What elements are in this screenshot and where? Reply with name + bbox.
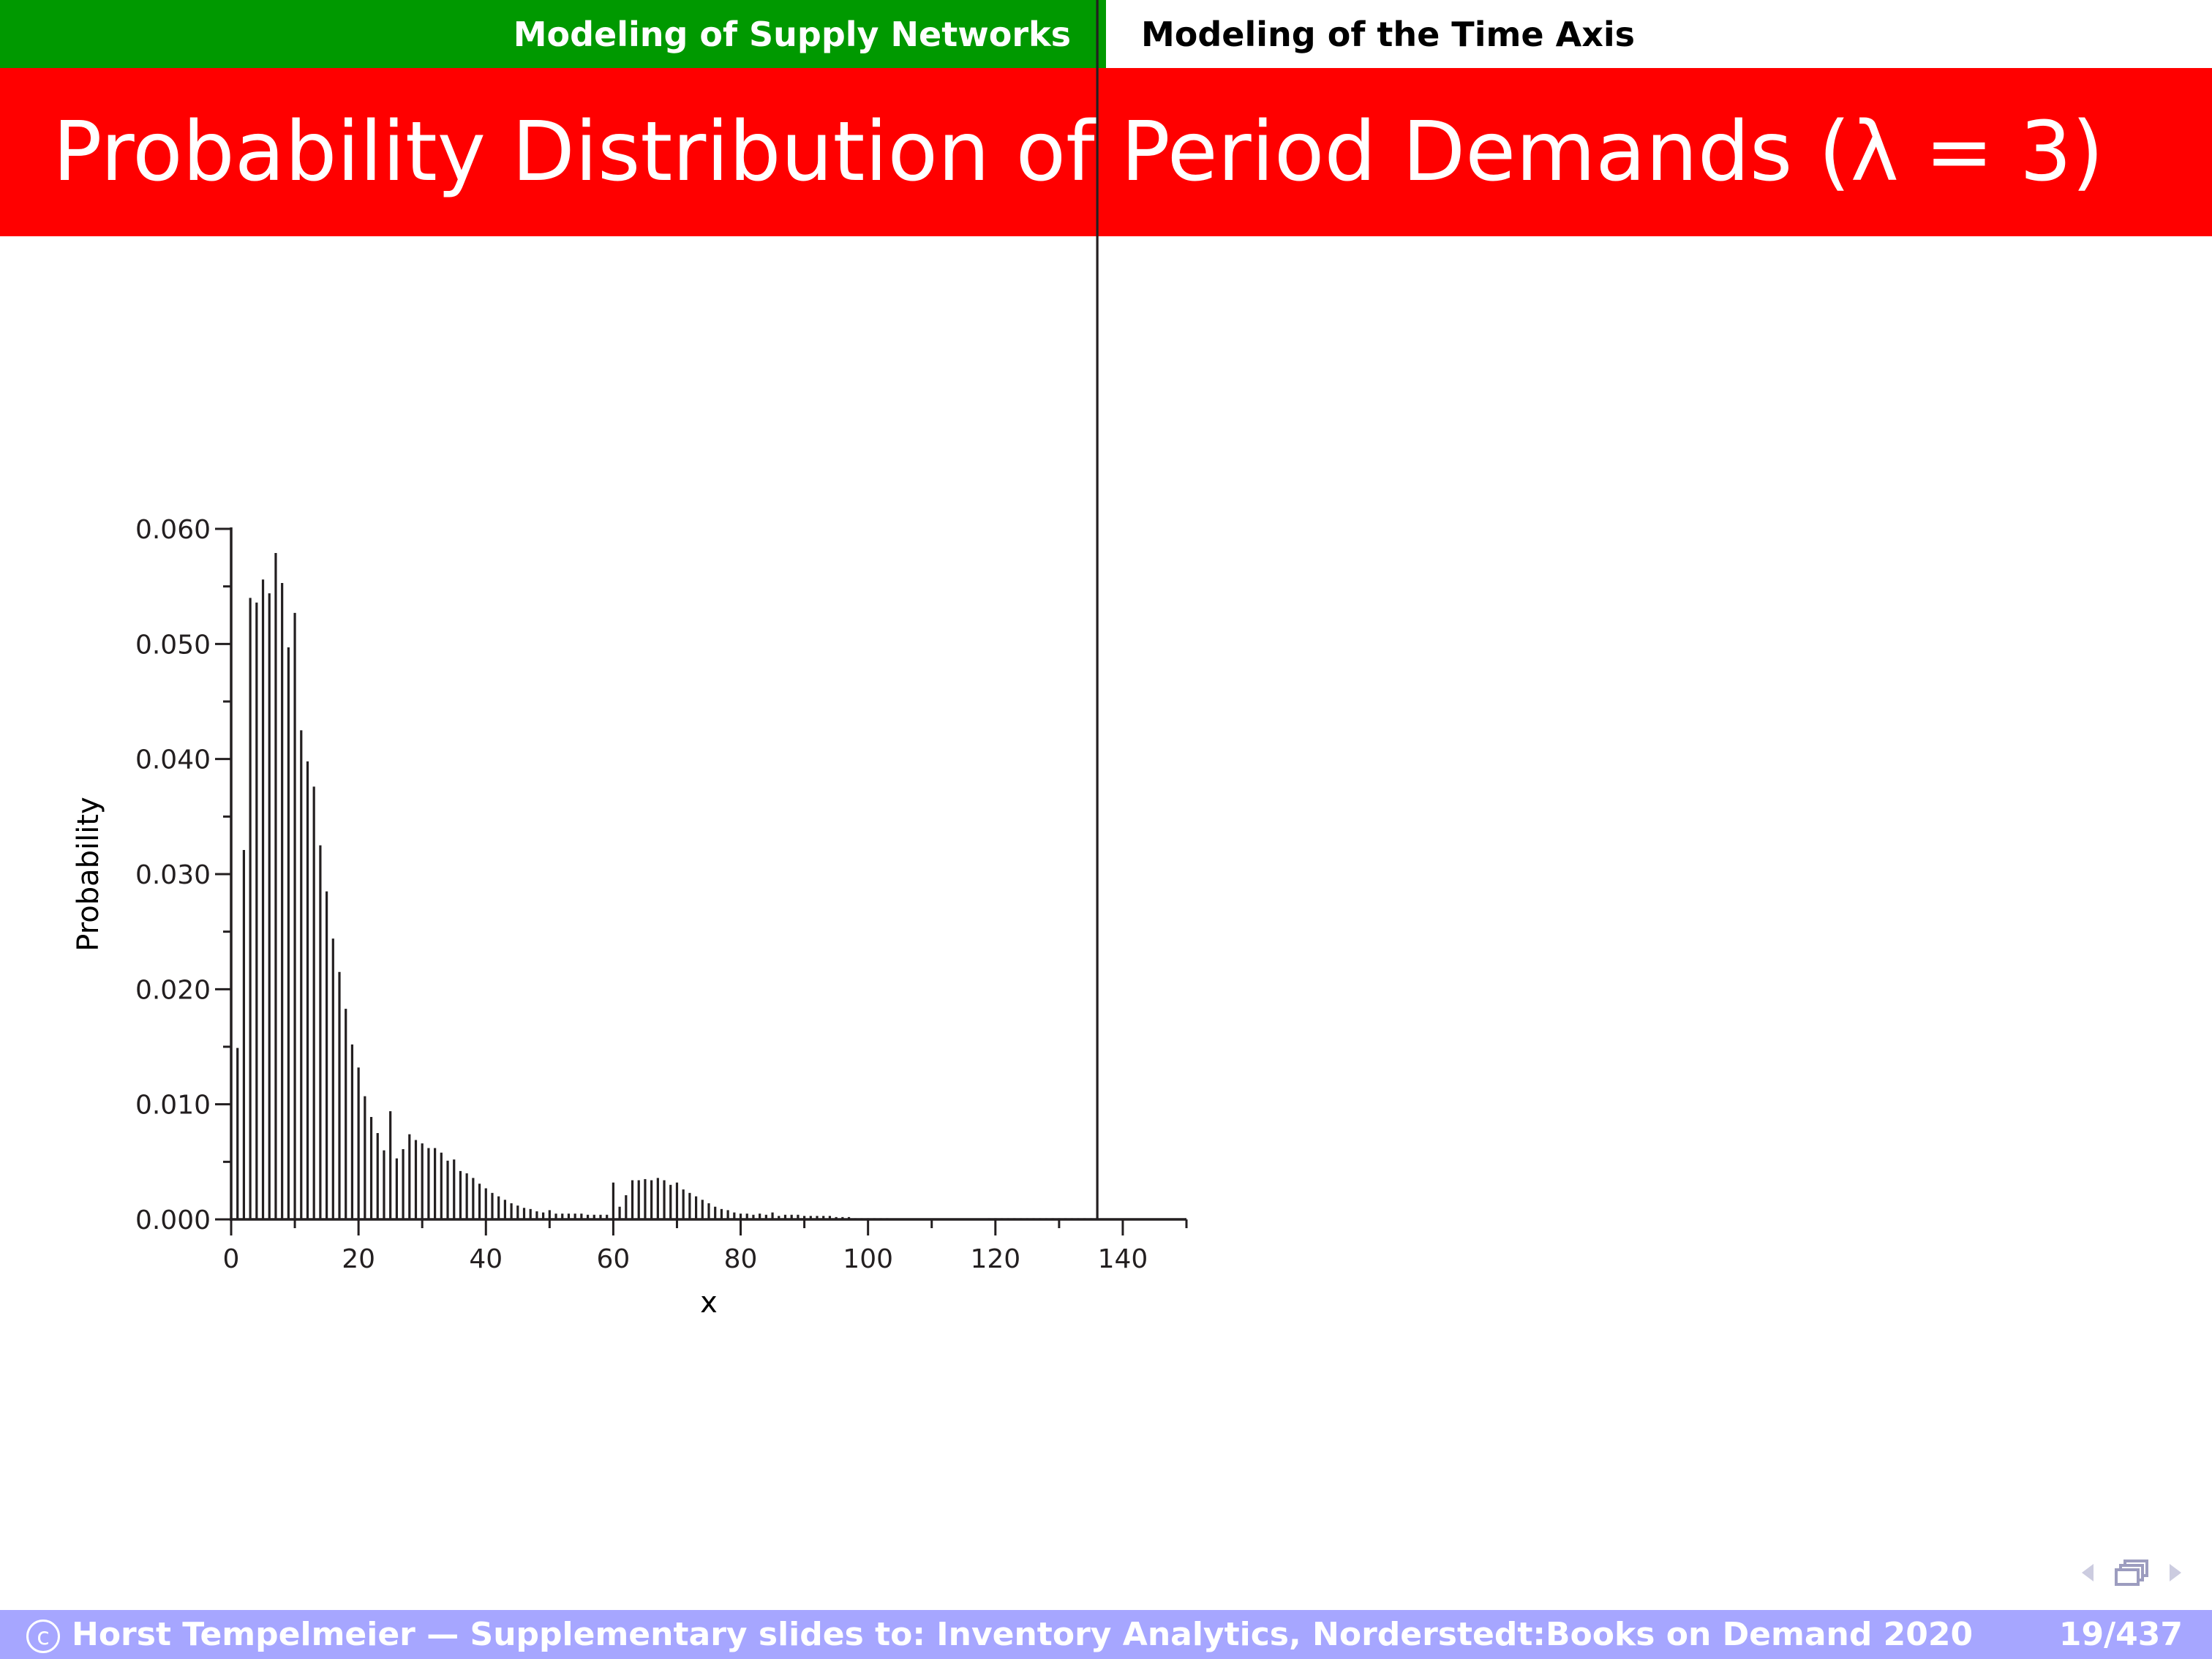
x-tick-label: 20 [342, 1244, 375, 1274]
x-tick-label: 40 [469, 1244, 503, 1274]
x-tick-label: 100 [843, 1244, 893, 1274]
frame-navigation-icon[interactable] [2114, 1560, 2149, 1586]
x-tick-label: 120 [970, 1244, 1020, 1274]
axes-group: 0.000 0.010 0.020 0.030 0.040 0.050 0.060 0 20 40… [135, 515, 1188, 1274]
x-tick-label: 140 [1098, 1244, 1148, 1274]
x-tick-label: 0 [223, 1244, 240, 1274]
y-tick-label: 0.050 [135, 630, 211, 660]
section-navigation: Modeling of Supply Networks Modeling of … [0, 0, 2212, 68]
y-axis-label: Probability [72, 797, 105, 951]
y-tick-label: 0.030 [135, 860, 211, 890]
x-tick-label: 80 [724, 1244, 758, 1274]
footer-credit: c Horst Tempelmeier — Supplementary slide… [26, 1616, 1973, 1653]
next-arrow-icon[interactable] [2168, 1562, 2183, 1583]
slide-title-bar: Probability Distribution of Period Deman… [0, 68, 2212, 236]
footer-text: Horst Tempelmeier — Supplementary slides… [72, 1616, 1974, 1653]
y-tick-label: 0.000 [135, 1205, 211, 1235]
y-tick-label: 0.060 [135, 515, 211, 545]
copyright-icon: c [26, 1620, 60, 1653]
bars-group [236, 0, 1099, 1219]
nav-section-current[interactable]: Modeling of Supply Networks [0, 0, 1106, 68]
nav-subsection-current[interactable]: Modeling of the Time Axis [1106, 0, 2212, 68]
x-tick-label: 60 [596, 1244, 630, 1274]
page-number: 19/437 [2058, 1616, 2183, 1653]
slide-footer: c Horst Tempelmeier — Supplementary slide… [0, 1610, 2212, 1659]
y-tick-label: 0.010 [135, 1091, 211, 1121]
y-tick-label: 0.040 [135, 745, 211, 775]
x-axis-label: x [700, 1286, 718, 1320]
beamer-navigation-symbols [2080, 1560, 2183, 1586]
y-tick-label: 0.020 [135, 975, 211, 1005]
previous-arrow-icon[interactable] [2080, 1562, 2095, 1583]
slide-title: Probability Distribution of Period Deman… [53, 105, 2104, 200]
